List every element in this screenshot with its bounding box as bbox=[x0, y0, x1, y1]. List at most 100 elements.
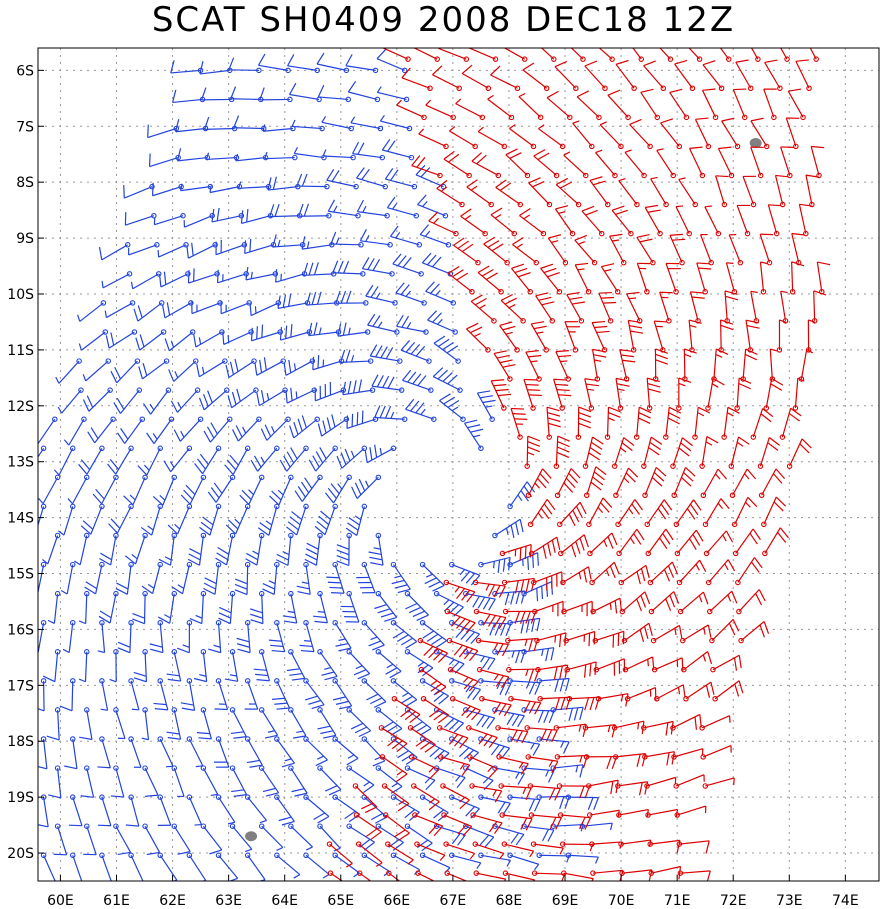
barb-flag bbox=[559, 181, 573, 189]
wind-barb bbox=[483, 236, 510, 266]
barb-flag bbox=[436, 180, 448, 189]
barb-station bbox=[244, 445, 251, 452]
barb-flag bbox=[615, 59, 629, 65]
barb-staff bbox=[425, 104, 454, 118]
barb-flag bbox=[225, 364, 230, 378]
barb-staff bbox=[566, 294, 582, 322]
barb-flag bbox=[572, 120, 580, 124]
barb-staff bbox=[169, 535, 175, 566]
barb-flag bbox=[568, 472, 579, 484]
barb-flag bbox=[153, 702, 167, 706]
barb-flag bbox=[543, 503, 553, 515]
barb-flag bbox=[401, 637, 413, 646]
wind-barb bbox=[705, 377, 725, 411]
barb-staff bbox=[188, 796, 203, 825]
barb-staff bbox=[451, 738, 479, 754]
barb-staff bbox=[363, 622, 385, 646]
barb-flag bbox=[612, 239, 620, 242]
barb-flag bbox=[502, 325, 516, 331]
barb-flag bbox=[46, 735, 60, 741]
wind-barb bbox=[654, 684, 686, 702]
x-tick-label: 62E bbox=[159, 893, 186, 909]
barb-flag bbox=[274, 702, 288, 705]
barb-flag bbox=[38, 824, 49, 828]
wind-barb bbox=[734, 377, 752, 411]
barb-staff bbox=[476, 392, 493, 420]
barb-flag bbox=[109, 458, 119, 470]
wind-barb bbox=[719, 48, 732, 62]
barb-station bbox=[660, 85, 667, 92]
barb-flag bbox=[455, 627, 465, 638]
barb-flag bbox=[278, 816, 292, 822]
barb-flag bbox=[272, 176, 277, 190]
barb-flag bbox=[547, 542, 552, 556]
barb-flag bbox=[669, 594, 676, 608]
wind-barb bbox=[750, 146, 764, 179]
barb-flag bbox=[669, 88, 683, 94]
barb-staff bbox=[546, 407, 550, 438]
wind-barb bbox=[162, 300, 194, 319]
barb-flag bbox=[496, 643, 504, 656]
barb-staff bbox=[204, 127, 235, 130]
barb-flag bbox=[461, 764, 471, 776]
barb-flag bbox=[555, 350, 569, 353]
barb-flag bbox=[466, 322, 479, 330]
barb-staff bbox=[436, 187, 463, 206]
barb-flag bbox=[311, 704, 325, 710]
wind-barb bbox=[345, 54, 379, 74]
barb-flag bbox=[520, 817, 528, 830]
barb-station bbox=[466, 172, 472, 179]
barb-staff bbox=[714, 680, 740, 700]
barb-flag bbox=[425, 573, 433, 578]
barb-flag bbox=[593, 797, 599, 810]
barb-staff bbox=[685, 681, 712, 700]
barb-flag bbox=[260, 389, 265, 403]
barb-staff bbox=[177, 506, 190, 535]
barb-flag bbox=[419, 224, 429, 235]
wind-barb bbox=[405, 398, 437, 422]
barb-flag bbox=[462, 676, 469, 683]
barb-flag bbox=[313, 812, 326, 820]
barb-flag bbox=[556, 537, 561, 550]
barb-flag bbox=[198, 397, 205, 411]
barb-flag bbox=[643, 626, 649, 640]
barb-flag bbox=[179, 183, 183, 191]
barb-staff bbox=[510, 698, 541, 704]
barb-flag bbox=[324, 492, 335, 504]
barb-flag bbox=[760, 261, 768, 265]
x-tick-label: 71E bbox=[664, 893, 691, 909]
wind-barb bbox=[557, 501, 587, 528]
barb-staff bbox=[334, 854, 360, 874]
barb-station bbox=[419, 794, 426, 800]
barb-staff bbox=[750, 48, 759, 60]
barb-station bbox=[773, 230, 780, 237]
barb-station bbox=[332, 503, 338, 510]
barb-flag bbox=[271, 649, 285, 653]
barb-flag bbox=[637, 722, 640, 730]
barb-flag bbox=[230, 731, 244, 735]
barb-staff bbox=[451, 680, 481, 691]
wind-barb bbox=[663, 406, 682, 440]
barb-flag bbox=[645, 204, 659, 209]
barb-flag bbox=[548, 760, 554, 767]
barb-flag bbox=[625, 693, 629, 707]
barb-flag bbox=[536, 618, 541, 632]
wind-barb bbox=[769, 348, 778, 382]
barb-staff bbox=[737, 557, 755, 583]
barb-flag bbox=[282, 615, 296, 619]
barb-staff bbox=[795, 61, 810, 89]
barb-staff bbox=[618, 528, 638, 554]
barb-flag bbox=[494, 822, 503, 834]
barb-flag bbox=[560, 697, 566, 711]
barb-station bbox=[404, 590, 411, 597]
barb-staff bbox=[494, 518, 521, 537]
wind-barb bbox=[816, 261, 831, 295]
barb-staff bbox=[500, 299, 524, 322]
barb-staff bbox=[144, 767, 159, 796]
barb-flag bbox=[281, 762, 295, 768]
barb-station bbox=[361, 852, 368, 859]
barb-flag bbox=[335, 642, 349, 647]
barb-staff bbox=[584, 65, 606, 89]
wind-barb bbox=[303, 736, 328, 767]
barb-flag bbox=[416, 839, 429, 849]
